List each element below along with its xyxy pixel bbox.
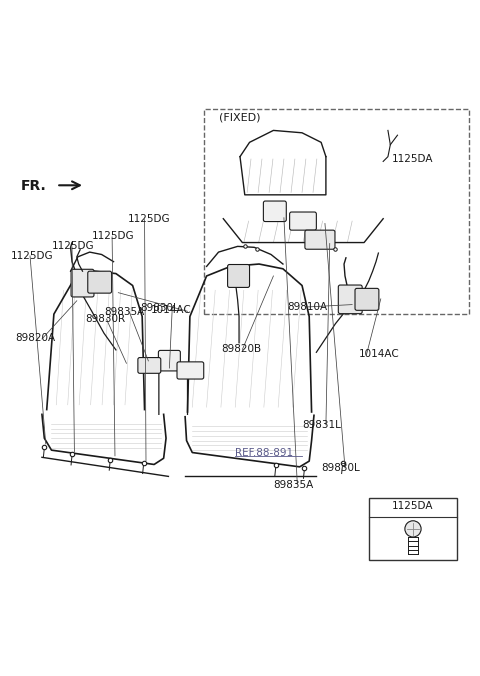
Text: 89835A: 89835A	[104, 307, 144, 317]
Circle shape	[405, 521, 421, 537]
Text: 89830L: 89830L	[321, 463, 360, 473]
Text: 1014AC: 1014AC	[151, 306, 192, 315]
Text: 89820A: 89820A	[16, 333, 56, 343]
Text: 1125DG: 1125DG	[51, 241, 94, 251]
FancyBboxPatch shape	[88, 271, 112, 293]
Text: 89835A: 89835A	[274, 480, 313, 490]
Text: 89831L: 89831L	[302, 420, 341, 430]
FancyBboxPatch shape	[355, 289, 379, 310]
Text: 89810A: 89810A	[288, 302, 328, 312]
Bar	[204, 109, 469, 314]
Text: 1125DG: 1125DG	[11, 251, 54, 261]
Text: (FIXED): (FIXED)	[218, 113, 260, 123]
FancyBboxPatch shape	[138, 358, 161, 373]
FancyBboxPatch shape	[177, 362, 204, 379]
Text: 89830R: 89830R	[85, 314, 125, 324]
FancyBboxPatch shape	[338, 285, 362, 314]
Text: REF.88-891: REF.88-891	[235, 448, 293, 458]
FancyBboxPatch shape	[158, 350, 180, 371]
Text: FR.: FR.	[21, 179, 46, 193]
Text: 89830L: 89830L	[140, 304, 179, 314]
FancyBboxPatch shape	[71, 269, 94, 297]
Text: 1125DA: 1125DA	[392, 154, 433, 164]
FancyBboxPatch shape	[264, 201, 286, 222]
Text: 89820B: 89820B	[221, 345, 261, 354]
FancyBboxPatch shape	[228, 264, 250, 287]
Bar	[369, 498, 457, 560]
FancyBboxPatch shape	[289, 212, 316, 230]
Text: 1125DG: 1125DG	[128, 214, 170, 224]
FancyBboxPatch shape	[305, 230, 335, 249]
Text: 1014AC: 1014AC	[360, 349, 400, 359]
Text: 1125DA: 1125DA	[392, 502, 434, 512]
Text: 1125DG: 1125DG	[92, 231, 135, 241]
